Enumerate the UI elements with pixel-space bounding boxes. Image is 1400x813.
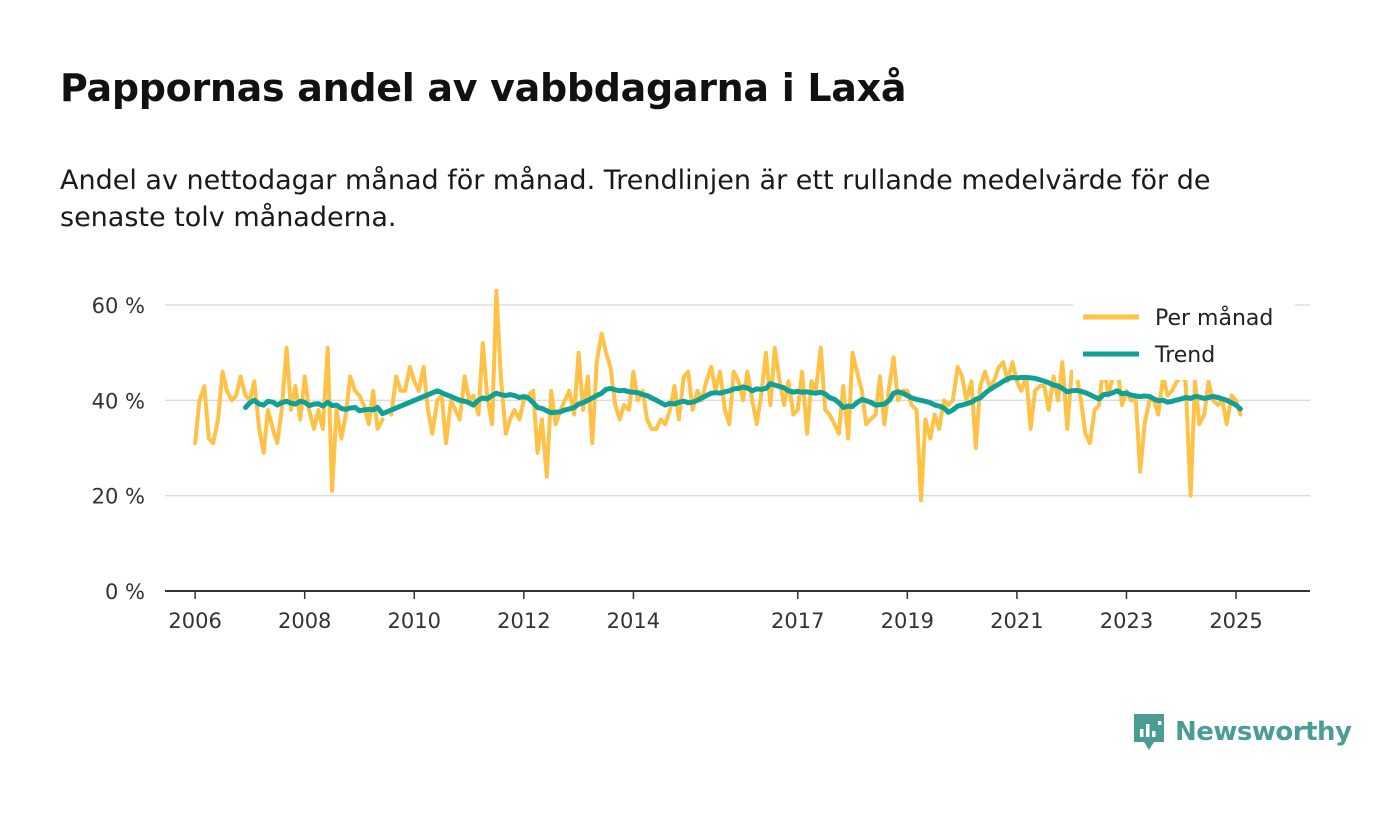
x-tick-label-2021: 2021 <box>990 609 1043 633</box>
y-tick-label-60: 60 % <box>92 294 145 318</box>
series-line-per-manad-0 <box>193 345 385 493</box>
x-tick-label-2019: 2019 <box>881 609 934 633</box>
series-line-trend-0 <box>243 375 1243 417</box>
page-subtitle: Andel av nettodagar månad för månad. Tre… <box>60 165 1211 233</box>
newsworthy-logo: Newsworthy <box>1132 712 1352 752</box>
brand-name: Newsworthy <box>1175 717 1352 747</box>
x-tick-label-2010: 2010 <box>388 609 441 633</box>
x-tick-label-2006: 2006 <box>168 609 221 633</box>
x-tick-label-2014: 2014 <box>607 609 660 633</box>
x-tick-label-2023: 2023 <box>1100 609 1153 633</box>
x-tick-label-2025: 2025 <box>1209 609 1262 633</box>
legend-label-per-manad: Per månad <box>1155 305 1273 331</box>
legend: Per månad Trend <box>1073 296 1295 380</box>
x-axis: 2006 2008 2010 2012 2014 2017 2019 2021 2023 2025 <box>165 590 1310 633</box>
y-tick-label-40: 40 % <box>92 389 145 413</box>
y-axis: 0 % 20 % 40 % 60 % <box>92 294 145 604</box>
x-tick-label-2008: 2008 <box>278 609 331 633</box>
page-title: Pappornas andel av vabbdagarna i Laxå <box>60 66 907 110</box>
legend-background <box>1073 296 1295 380</box>
newsworthy-logo-icon <box>1134 714 1164 750</box>
y-tick-label-0: 0 % <box>105 580 145 604</box>
legend-label-trend: Trend <box>1154 343 1215 368</box>
series-layer <box>193 288 1243 503</box>
x-tick-label-2017: 2017 <box>771 609 824 633</box>
x-tick-label-2012: 2012 <box>497 609 550 633</box>
y-tick-label-20: 20 % <box>92 485 145 509</box>
